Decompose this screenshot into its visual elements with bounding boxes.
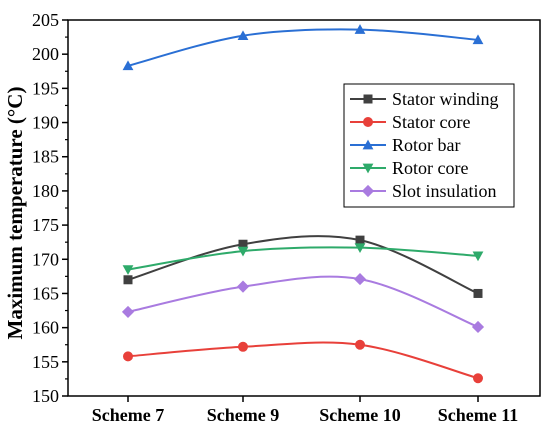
y-axis-title: Maximum temperature (°C) <box>3 87 27 340</box>
legend[interactable]: Stator winding Stator core Rotor bar Rotor … <box>343 83 515 208</box>
data-point <box>473 288 483 298</box>
series-line <box>127 275 479 328</box>
legend-item: Slot insulation <box>350 181 497 201</box>
legend-label: Slot insulation <box>392 181 497 201</box>
data-point <box>237 30 249 41</box>
data-point <box>473 373 483 384</box>
y-tick-label: 155 <box>32 352 59 372</box>
series-line <box>127 28 479 67</box>
y-tick-label: 160 <box>32 318 59 338</box>
series-slot-insulation <box>121 273 485 334</box>
data-point <box>123 275 133 285</box>
legend-marker <box>362 139 374 150</box>
data-point <box>355 235 365 245</box>
legend-label: Rotor core <box>392 158 468 178</box>
series-line <box>127 235 479 295</box>
x-tick-label: Scheme 11 <box>438 405 519 425</box>
y-axis: 150 155 160 165 170 175 180 185 190 195 200 205 <box>32 10 68 406</box>
series-stator-core <box>123 339 483 384</box>
legend-marker <box>361 184 375 198</box>
data-point <box>236 280 250 293</box>
data-point <box>238 239 248 249</box>
data-point <box>472 34 484 45</box>
legend-label: Rotor bar <box>392 135 460 155</box>
x-tick-label: Scheme 10 <box>319 405 400 425</box>
legend-item: Rotor bar <box>350 135 460 155</box>
legend-marker <box>363 94 373 104</box>
series-layer <box>121 24 485 384</box>
legend-marker <box>363 117 373 127</box>
x-tick-label: Scheme 9 <box>207 405 279 425</box>
y-tick-label: 165 <box>32 283 59 303</box>
data-point <box>238 341 248 352</box>
data-point <box>237 246 249 257</box>
data-point <box>123 351 133 362</box>
data-point <box>354 24 366 34</box>
y-tick-label: 150 <box>32 386 59 406</box>
legend-marker <box>362 163 374 174</box>
data-point <box>122 60 134 71</box>
legend-item: Stator winding <box>350 89 499 109</box>
y-tick-label: 205 <box>32 10 59 30</box>
series-stator-winding <box>123 235 483 298</box>
legend-item: Stator core <box>350 112 470 132</box>
legend-item: Rotor core <box>350 158 468 178</box>
y-tick-label: 190 <box>32 113 59 133</box>
y-tick-label: 200 <box>32 44 59 64</box>
data-point <box>121 305 135 318</box>
data-point <box>354 243 366 254</box>
series-line <box>127 246 479 271</box>
y-tick-label: 170 <box>32 249 59 269</box>
y-tick-label: 175 <box>32 215 59 235</box>
x-axis: Scheme 7 Scheme 9 Scheme 10 Scheme 11 <box>92 396 518 425</box>
x-tick-label: Scheme 7 <box>92 405 164 425</box>
series-rotor-core <box>122 243 484 275</box>
y-tick-label: 185 <box>32 147 59 167</box>
series-line <box>127 341 479 380</box>
plot-border <box>67 19 541 397</box>
data-point <box>355 339 365 350</box>
legend-label: Stator winding <box>392 89 499 109</box>
data-point <box>471 320 485 334</box>
legend-label: Stator core <box>392 112 470 132</box>
y-tick-label: 180 <box>32 181 59 201</box>
data-point <box>353 273 367 286</box>
y-tick-label: 195 <box>32 78 59 98</box>
plot-frame <box>67 19 541 397</box>
data-point <box>472 251 484 262</box>
series-rotor-bar <box>122 24 484 71</box>
data-point <box>122 265 134 275</box>
